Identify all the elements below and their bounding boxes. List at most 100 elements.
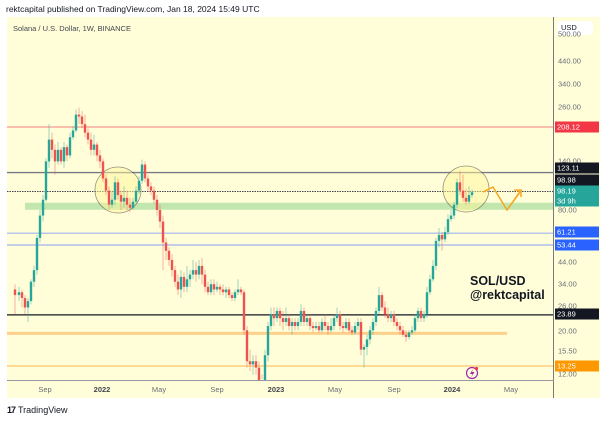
time-tick-label: Sep xyxy=(38,385,52,394)
candle-body xyxy=(98,155,102,162)
price-axis[interactable]: USD 500.00 440.00 340.00 260.00 140.00 80.00 4… xyxy=(554,17,600,380)
candle-body xyxy=(101,161,105,179)
candle-body xyxy=(23,298,27,308)
candle-body xyxy=(377,295,381,311)
candle-body xyxy=(365,339,369,347)
candle-body xyxy=(446,219,450,233)
candle-body xyxy=(251,361,255,365)
price-tick-label: 15.50 xyxy=(558,346,577,356)
candle-body xyxy=(71,130,75,138)
candle-body xyxy=(140,164,144,181)
currency-button[interactable]: USD xyxy=(557,21,593,35)
price-tick-label: 500.00 xyxy=(558,29,581,39)
axis-separator-horizontal xyxy=(7,380,554,381)
candle-body xyxy=(395,321,399,327)
candle-body xyxy=(299,310,303,322)
candle-body xyxy=(122,197,126,202)
candle-body xyxy=(293,321,297,327)
candle-body xyxy=(347,321,351,331)
candle-body xyxy=(107,190,111,205)
candle-body xyxy=(278,310,282,319)
candle-body xyxy=(176,281,180,290)
candle-body xyxy=(179,276,183,290)
candle-body xyxy=(443,232,447,240)
candle-body xyxy=(371,321,375,331)
candle-body xyxy=(410,330,414,333)
candle-body xyxy=(137,180,141,191)
candle-body xyxy=(146,178,150,187)
orange-band xyxy=(7,331,507,335)
candle-body xyxy=(335,314,339,319)
candle-body xyxy=(290,321,294,327)
candle-body xyxy=(326,326,330,331)
candle-body xyxy=(431,265,435,280)
candle-body xyxy=(74,114,78,131)
alert-icon xyxy=(465,366,479,380)
candle-body xyxy=(200,265,204,275)
candle-body xyxy=(401,330,405,335)
candle-body xyxy=(191,270,195,275)
candle-body xyxy=(341,326,345,329)
candle-body xyxy=(344,321,348,329)
chart-pane[interactable]: Solana / U.S. Dollar, 1W, BINANCE SOL/US… xyxy=(7,17,553,380)
candle-body xyxy=(434,240,438,266)
price-tick-label: 440.00 xyxy=(558,56,581,66)
candle-body xyxy=(422,314,426,319)
candle-body xyxy=(44,161,48,200)
watermark: SOL/USD @rektcapital xyxy=(470,274,545,302)
candle-body xyxy=(50,139,54,150)
candle-body xyxy=(182,276,186,287)
candle-body xyxy=(233,292,237,299)
candle-body xyxy=(56,149,60,162)
candle-body xyxy=(227,289,231,296)
candle-body xyxy=(215,286,219,290)
price-level-badge: 13.25 xyxy=(555,360,599,372)
candle-body xyxy=(158,209,162,222)
candle-body xyxy=(470,192,474,196)
candle-body xyxy=(170,259,174,271)
footer-brand: TradingView xyxy=(18,405,68,415)
time-tick-label: May xyxy=(327,385,343,394)
candle-body xyxy=(296,321,300,327)
candle-body xyxy=(320,321,324,331)
candle-body xyxy=(59,149,63,162)
candle-body xyxy=(113,182,117,200)
candle-body xyxy=(38,215,42,238)
candle-body xyxy=(263,355,267,380)
projection-arrowhead xyxy=(514,189,522,197)
candle-body xyxy=(455,182,459,205)
candle-body xyxy=(269,314,273,327)
price-level-badge: 61.21 xyxy=(555,226,599,238)
candle-body xyxy=(221,289,225,293)
candle-body xyxy=(230,295,234,299)
candle-body xyxy=(212,284,216,290)
candle-body xyxy=(203,274,207,287)
candle-body xyxy=(173,270,177,282)
price-tick-label: 44.00 xyxy=(558,257,577,267)
time-tick-label: 2023 xyxy=(267,385,285,394)
candle-body xyxy=(284,318,288,322)
candle-body xyxy=(359,321,363,350)
footer: 17 TradingView xyxy=(7,405,68,415)
candle-body xyxy=(338,314,342,327)
candle-body xyxy=(149,186,153,191)
candle-body xyxy=(194,270,198,275)
candle-body xyxy=(185,279,189,287)
symbol-title: Solana / U.S. Dollar, 1W, BINANCE xyxy=(13,24,131,33)
time-tick-label: 2024 xyxy=(443,385,461,394)
support-zone xyxy=(25,202,553,210)
candle-body xyxy=(197,265,201,275)
price-tick-label: 260.00 xyxy=(558,102,581,112)
candle-body xyxy=(413,318,417,331)
candle-body xyxy=(404,334,408,338)
price-tick-label: 12.00 xyxy=(558,369,577,379)
price-tick-label: 80.00 xyxy=(558,205,577,215)
candle-body xyxy=(13,289,17,296)
candle-body xyxy=(188,274,192,280)
candle-body xyxy=(383,307,387,315)
candle-body xyxy=(155,199,159,210)
time-tick-label: Sep xyxy=(387,385,401,394)
time-axis[interactable]: Sep 2022 May Sep 2023 May Sep 2024 May xyxy=(7,381,553,398)
time-tick-label: 2022 xyxy=(93,385,111,394)
axis-separator-vertical xyxy=(553,17,554,398)
